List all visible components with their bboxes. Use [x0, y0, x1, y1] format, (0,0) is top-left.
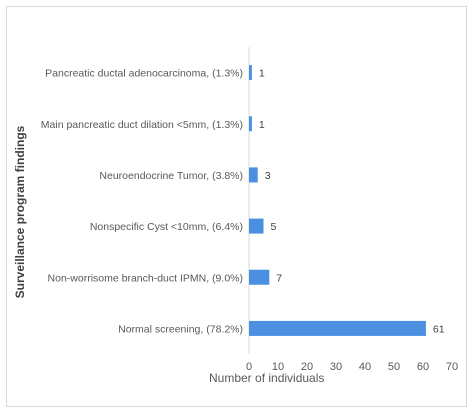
bars-group [249, 65, 426, 336]
category-label: Neuroendocrine Tumor, (3.8%) [99, 170, 243, 182]
category-label: Pancreatic ductal adenocarcinoma, (1.3%) [45, 68, 243, 80]
x-tick-label: 20 [301, 361, 313, 373]
bar [249, 320, 426, 336]
x-tick-label: 60 [417, 361, 429, 373]
bar [249, 218, 264, 234]
x-axis-title: Number of individuals [209, 371, 325, 385]
chart-frame [6, 6, 467, 407]
x-tick-label: 30 [330, 361, 342, 373]
value-label: 5 [271, 221, 277, 233]
bar [249, 65, 252, 81]
bar [249, 269, 270, 285]
value-label: 7 [276, 272, 282, 284]
y-axis-title: Surveillance program findings [13, 125, 27, 298]
category-label: Main pancreatic duct dilation <5mm, (1.3… [41, 119, 243, 131]
category-label: Nonspecific Cyst <10mm, (6.4%) [90, 221, 243, 233]
value-label: 3 [265, 170, 271, 182]
x-tick-label: 50 [388, 361, 400, 373]
category-label: Normal screening, (78.2%) [118, 323, 243, 335]
x-tick-label: 0 [246, 361, 252, 373]
bar [249, 167, 258, 183]
value-labels: 1 1 3 5 7 61 [259, 68, 445, 336]
value-label: 1 [259, 68, 265, 80]
value-label: 61 [433, 323, 445, 335]
x-tick-labels: 0 10 20 30 40 50 60 70 [246, 361, 458, 373]
category-labels: Pancreatic ductal adenocarcinoma, (1.3%)… [41, 68, 243, 336]
x-tick-label: 10 [272, 361, 284, 373]
category-label: Non-worrisome branch-duct IPMN, (9.0%) [48, 272, 243, 284]
x-tick-label: 70 [446, 361, 458, 373]
x-tick-label: 40 [359, 361, 371, 373]
bar [249, 116, 252, 132]
value-label: 1 [259, 119, 265, 131]
